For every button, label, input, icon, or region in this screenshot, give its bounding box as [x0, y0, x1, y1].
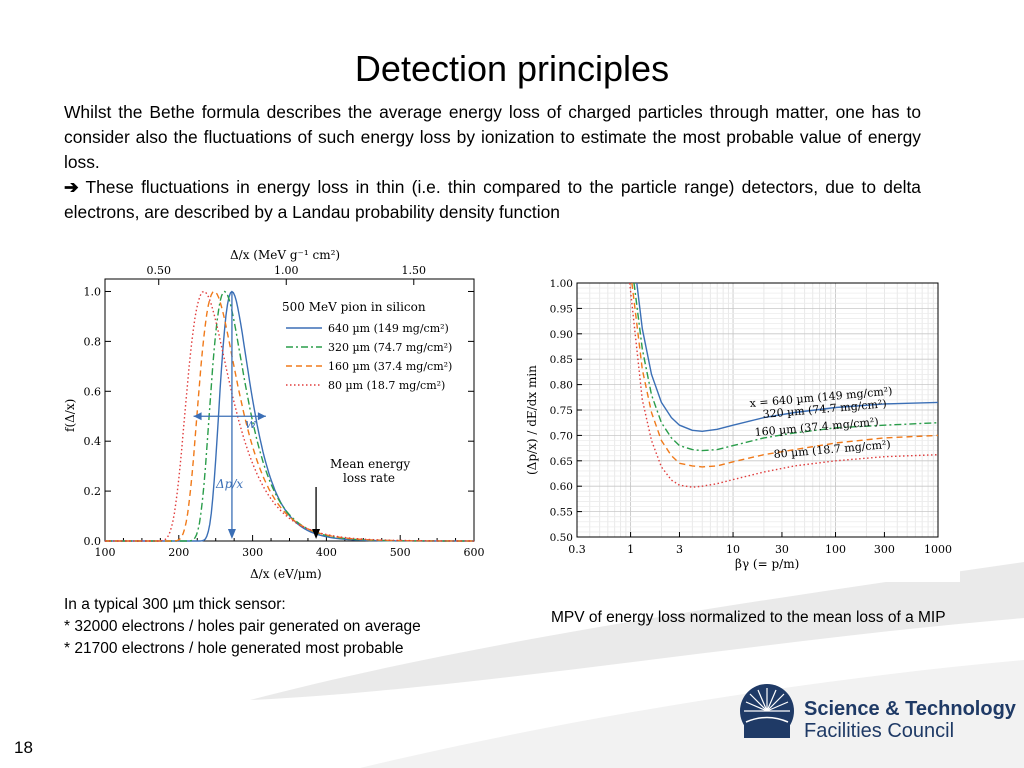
x-axis-ticks: 0.3 1 3 10 30 100 300 1000 — [568, 532, 952, 556]
w-arrow-right — [257, 412, 266, 421]
top-axis-ticks: 0.501.001.502.002.50 — [146, 264, 427, 285]
sensor-note: In a typical 300 µm thick sensor: * 3200… — [64, 594, 421, 660]
sensor-note-line: * 32000 electrons / holes pair generated… — [64, 618, 421, 635]
y-tick-label: 0.70 — [550, 430, 573, 442]
mpv-chart-svg: 0.3 1 3 10 30 100 300 1000 0.50 0.55 0.60 0.65 0.70… — [525, 278, 952, 571]
x-tick-label: 3 — [676, 543, 683, 556]
y-axis-label: (Δp/x) / dE/dx min — [525, 365, 539, 475]
slide-title: Detection principles — [354, 48, 670, 89]
mean-loss-label-line1: Mean energy — [330, 457, 410, 471]
legend-entry: 160 µm (37.4 mg/cm²) — [328, 360, 452, 373]
x-tick-label: 100 — [95, 546, 116, 559]
legend-entry: 80 µm (18.7 mg/cm²) — [328, 379, 445, 392]
w-label: w — [245, 417, 256, 432]
y-tick-label: 0.0 — [84, 535, 102, 548]
series-labels: x = 640 µm (149 mg/cm²)320 µm (74.7 mg/c… — [749, 385, 893, 461]
legend-title: 500 MeV pion in silicon — [282, 300, 426, 314]
y-tick-label: 1.0 — [84, 285, 102, 298]
y-tick-label: 0.4 — [84, 435, 102, 448]
legend: 640 µm (149 mg/cm²) 320 µm (74.7 mg/cm²) 1… — [286, 322, 452, 392]
x-tick-label: 200 — [168, 546, 189, 559]
y-tick-label: 0.65 — [550, 456, 573, 468]
x-axis-ticks: 100 200 300 400 500 600 — [95, 535, 485, 559]
mean-loss-arrow-head — [312, 529, 321, 539]
x-tick-label: 500 — [390, 546, 411, 559]
y-axis-ticks: 0.50 0.55 0.60 0.65 0.70 0.75 0.80 0.85 0.90 0.95… — [550, 278, 582, 544]
y-axis-label: f(Δ/x) — [63, 399, 77, 432]
logo-line2: Facilities Council — [804, 720, 955, 742]
legend-entry: 320 µm (74.7 mg/cm²) — [328, 341, 452, 354]
page-number: 18 — [14, 738, 33, 757]
y-axis-ticks: 0.0 0.2 0.4 0.6 0.8 1.0 — [84, 285, 474, 548]
paragraph-bethe: Whilst the Bethe formula describes the a… — [64, 102, 921, 172]
logo-line1: Science & Technology — [804, 698, 1016, 720]
series-group — [105, 290, 474, 542]
series-line — [105, 290, 474, 542]
x-tick-label: 30 — [775, 543, 789, 556]
x-axis-label: Δ/x (eV/µm) — [250, 567, 322, 580]
annotations: w Δp/x Mean energy loss rate — [193, 291, 410, 539]
x-tick-label: 400 — [316, 546, 337, 559]
series-line — [631, 282, 939, 468]
sensor-note-line: * 21700 electrons / hole generated most … — [64, 640, 404, 657]
series-label: 80 µm (18.7 mg/cm²) — [773, 438, 891, 461]
mpv-label: Δp/x — [215, 477, 243, 491]
y-tick-label: 0.80 — [550, 380, 573, 392]
x-axis-label: βγ (= p/m) — [735, 557, 799, 571]
y-tick-label: 0.60 — [550, 481, 573, 493]
series-line — [629, 282, 939, 488]
x-tick-label: 600 — [464, 546, 485, 559]
arrow-icon: ➔ — [64, 177, 79, 197]
series-line — [105, 290, 474, 542]
x-tick-label: 1 — [627, 543, 634, 556]
y-tick-label: 0.95 — [550, 303, 573, 315]
paragraph-landau: ➔ These fluctuations in energy loss in t… — [64, 175, 921, 225]
mpv-caption: MPV of energy loss normalized to the mea… — [551, 609, 946, 626]
body-text: Whilst the Bethe formula describes the a… — [64, 100, 921, 225]
y-tick-label: 0.50 — [550, 532, 573, 544]
top-tick-label: 1.00 — [274, 264, 299, 277]
x-tick-label: 100 — [825, 543, 846, 556]
mpv-chart: 0.3 1 3 10 30 100 300 1000 0.50 0.55 0.60 0.65 0.70… — [520, 270, 960, 582]
series-line — [633, 282, 939, 452]
x-tick-label: 300 — [242, 546, 263, 559]
w-arrow-left — [193, 412, 202, 421]
x-tick-label: 0.3 — [568, 543, 586, 556]
series-line — [636, 282, 939, 432]
y-tick-label: 0.90 — [550, 329, 573, 341]
y-tick-label: 0.6 — [84, 385, 102, 398]
top-axis-label: Δ/x (MeV g⁻¹ cm²) — [230, 248, 340, 262]
paragraph-landau-text: These fluctuations in energy loss in thi… — [64, 177, 921, 222]
legend-entry: 640 µm (149 mg/cm²) — [328, 322, 449, 335]
y-tick-label: 0.75 — [550, 405, 573, 417]
y-tick-label: 0.55 — [550, 507, 573, 519]
y-tick-label: 1.00 — [550, 278, 573, 290]
x-tick-label: 300 — [874, 543, 895, 556]
grid — [577, 283, 938, 537]
stfc-logo-text: Science & Technology Facilities Council — [804, 698, 1016, 742]
mpv-arrow-head — [227, 529, 236, 539]
y-tick-label: 0.85 — [550, 354, 573, 366]
top-tick-label: 0.50 — [146, 264, 171, 277]
top-tick-label: 1.50 — [402, 264, 427, 277]
stfc-logo-icon — [740, 684, 794, 738]
plot-frame — [104, 278, 475, 542]
series-group — [629, 282, 939, 488]
x-tick-label: 10 — [726, 543, 740, 556]
y-tick-label: 0.2 — [84, 485, 102, 498]
x-tick-label: 1000 — [924, 543, 952, 556]
sensor-note-line: In a typical 300 µm thick sensor: — [64, 596, 286, 613]
y-tick-label: 0.8 — [84, 335, 102, 348]
mean-loss-label-line2: loss rate — [343, 471, 395, 485]
